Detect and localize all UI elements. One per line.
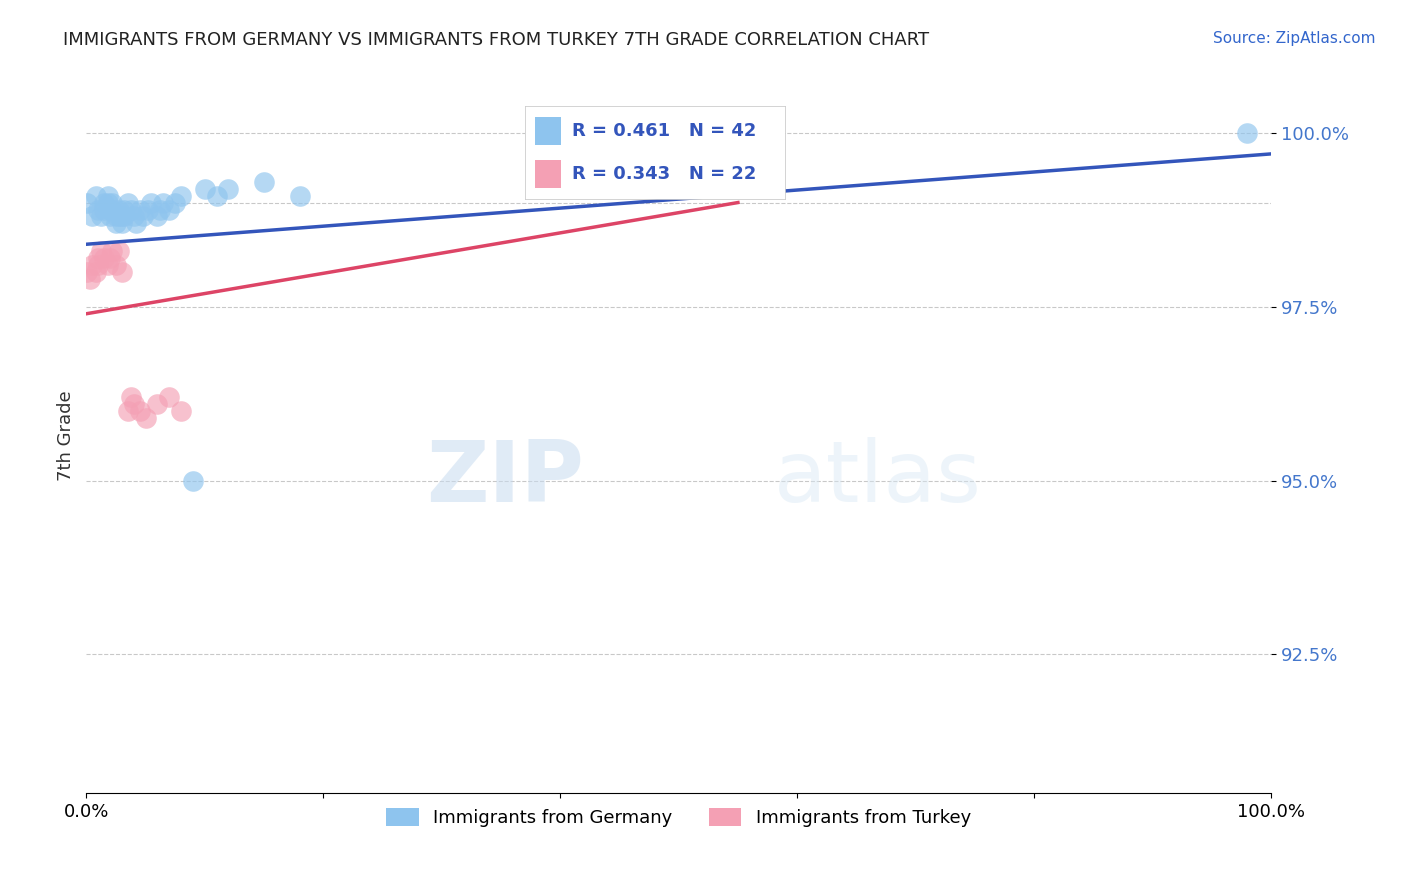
Point: [111, 216, 134, 230]
Point: [128, 202, 150, 217]
Point: [120, 202, 142, 217]
Point: [157, 390, 180, 404]
Point: [122, 397, 145, 411]
Point: [181, 474, 204, 488]
Y-axis label: 7th Grade: 7th Grade: [58, 390, 75, 481]
Point: [135, 411, 157, 425]
Point: [98, 210, 121, 224]
Point: [117, 195, 139, 210]
Point: [288, 188, 311, 202]
Point: [98, 202, 121, 217]
Point: [87, 258, 110, 272]
Point: [111, 265, 134, 279]
Point: [97, 195, 120, 210]
Point: [120, 390, 142, 404]
Point: [82, 258, 104, 272]
Point: [152, 195, 174, 210]
Text: IMMIGRANTS FROM GERMANY VS IMMIGRANTS FROM TURKEY 7TH GRADE CORRELATION CHART: IMMIGRANTS FROM GERMANY VS IMMIGRANTS FR…: [63, 31, 929, 49]
Point: [112, 210, 135, 224]
Point: [112, 202, 135, 217]
Point: [104, 216, 127, 230]
Point: [89, 244, 111, 259]
Point: [253, 175, 276, 189]
Point: [136, 202, 159, 217]
Point: [141, 195, 163, 210]
Point: [84, 265, 107, 279]
Point: [93, 251, 115, 265]
Point: [194, 181, 217, 195]
Point: [108, 210, 131, 224]
Point: [79, 272, 101, 286]
Point: [93, 202, 115, 217]
Point: [122, 210, 145, 224]
Point: [76, 195, 98, 210]
Point: [132, 210, 155, 224]
Point: [87, 202, 110, 217]
Point: [170, 404, 193, 418]
Point: [146, 210, 169, 224]
Text: ZIP: ZIP: [426, 437, 583, 520]
Point: [125, 216, 148, 230]
Point: [111, 210, 134, 224]
Point: [104, 258, 127, 272]
Point: [146, 397, 169, 411]
Point: [165, 195, 187, 210]
Point: [1236, 126, 1258, 140]
Point: [101, 244, 124, 259]
Point: [157, 202, 180, 217]
Point: [205, 188, 228, 202]
Point: [108, 202, 131, 217]
Point: [149, 202, 172, 217]
Point: [76, 265, 98, 279]
Point: [84, 188, 107, 202]
Point: [104, 210, 127, 224]
Point: [87, 251, 110, 265]
Point: [217, 181, 239, 195]
Legend: Immigrants from Germany, Immigrants from Turkey: Immigrants from Germany, Immigrants from…: [380, 801, 979, 834]
Point: [108, 244, 131, 259]
Point: [170, 188, 193, 202]
Point: [128, 404, 150, 418]
Point: [89, 210, 111, 224]
Point: [97, 188, 120, 202]
Text: Source: ZipAtlas.com: Source: ZipAtlas.com: [1212, 31, 1375, 46]
Point: [93, 195, 115, 210]
Text: atlas: atlas: [773, 437, 981, 520]
Point: [97, 258, 120, 272]
Point: [101, 195, 124, 210]
Point: [117, 404, 139, 418]
Point: [98, 251, 121, 265]
Point: [82, 210, 104, 224]
Point: [101, 202, 124, 217]
